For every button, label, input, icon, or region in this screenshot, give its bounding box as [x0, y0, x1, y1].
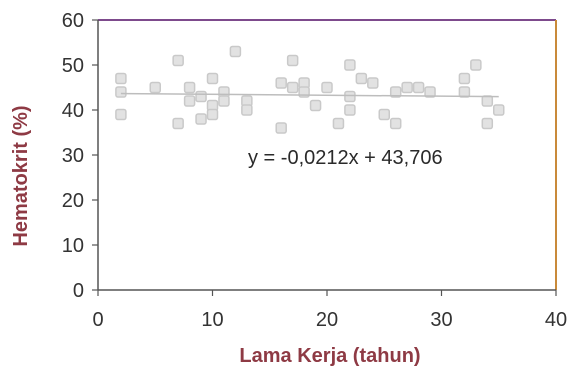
y-tick-label: 10	[62, 235, 84, 257]
data-point	[401, 81, 413, 94]
data-points	[115, 45, 505, 134]
data-point	[493, 104, 505, 116]
data-point	[470, 59, 482, 71]
data-point	[275, 77, 287, 89]
data-point	[332, 117, 345, 130]
x-tick-label: 10	[201, 309, 223, 331]
y-axis-ticks: 0 10 20 30 40 50 60	[62, 10, 98, 302]
x-tick-label: 30	[430, 309, 452, 331]
data-point	[218, 95, 230, 107]
y-tick-label: 30	[62, 145, 84, 167]
data-point	[321, 81, 333, 94]
data-point	[344, 104, 356, 116]
data-point	[424, 86, 436, 98]
data-point	[172, 54, 184, 67]
data-point	[149, 81, 161, 94]
data-point	[241, 104, 253, 116]
data-point	[412, 81, 425, 94]
y-tick-label: 40	[62, 100, 84, 122]
data-point	[286, 54, 299, 67]
data-point	[206, 108, 219, 121]
data-point	[458, 72, 471, 85]
y-tick-label: 50	[62, 55, 84, 77]
y-tick-label: 20	[62, 190, 84, 212]
x-tick-label: 20	[316, 309, 338, 331]
data-point	[389, 86, 402, 98]
data-point	[481, 95, 494, 107]
regression-equation: y = -0,0212x + 43,706	[248, 147, 443, 169]
data-point	[481, 117, 494, 130]
data-point	[378, 108, 390, 121]
data-point	[229, 45, 242, 58]
data-point	[286, 81, 299, 94]
x-tick-label: 40	[545, 309, 567, 331]
trendline	[120, 92, 499, 98]
data-point	[275, 122, 287, 134]
data-point	[183, 81, 196, 94]
data-point	[344, 59, 356, 71]
data-point	[115, 72, 127, 85]
data-point	[195, 90, 207, 103]
y-axis-title: Hematokrit (%)	[10, 105, 32, 246]
data-point	[195, 113, 207, 125]
data-point	[206, 72, 219, 85]
y-tick-label: 60	[62, 10, 84, 32]
data-point	[367, 77, 379, 89]
data-point	[355, 72, 368, 85]
data-point	[309, 99, 322, 112]
data-point	[344, 90, 356, 103]
x-tick-label: 0	[92, 309, 103, 331]
data-point	[389, 117, 402, 130]
x-axis-title: Lama Kerja (tahun)	[239, 345, 420, 367]
data-point	[172, 117, 184, 130]
data-point	[115, 86, 127, 98]
data-point	[458, 86, 471, 98]
y-tick-label: 0	[73, 280, 84, 302]
data-point	[115, 108, 127, 121]
data-point	[183, 95, 196, 107]
x-axis-ticks: 0 10 20 30 40	[92, 290, 567, 331]
